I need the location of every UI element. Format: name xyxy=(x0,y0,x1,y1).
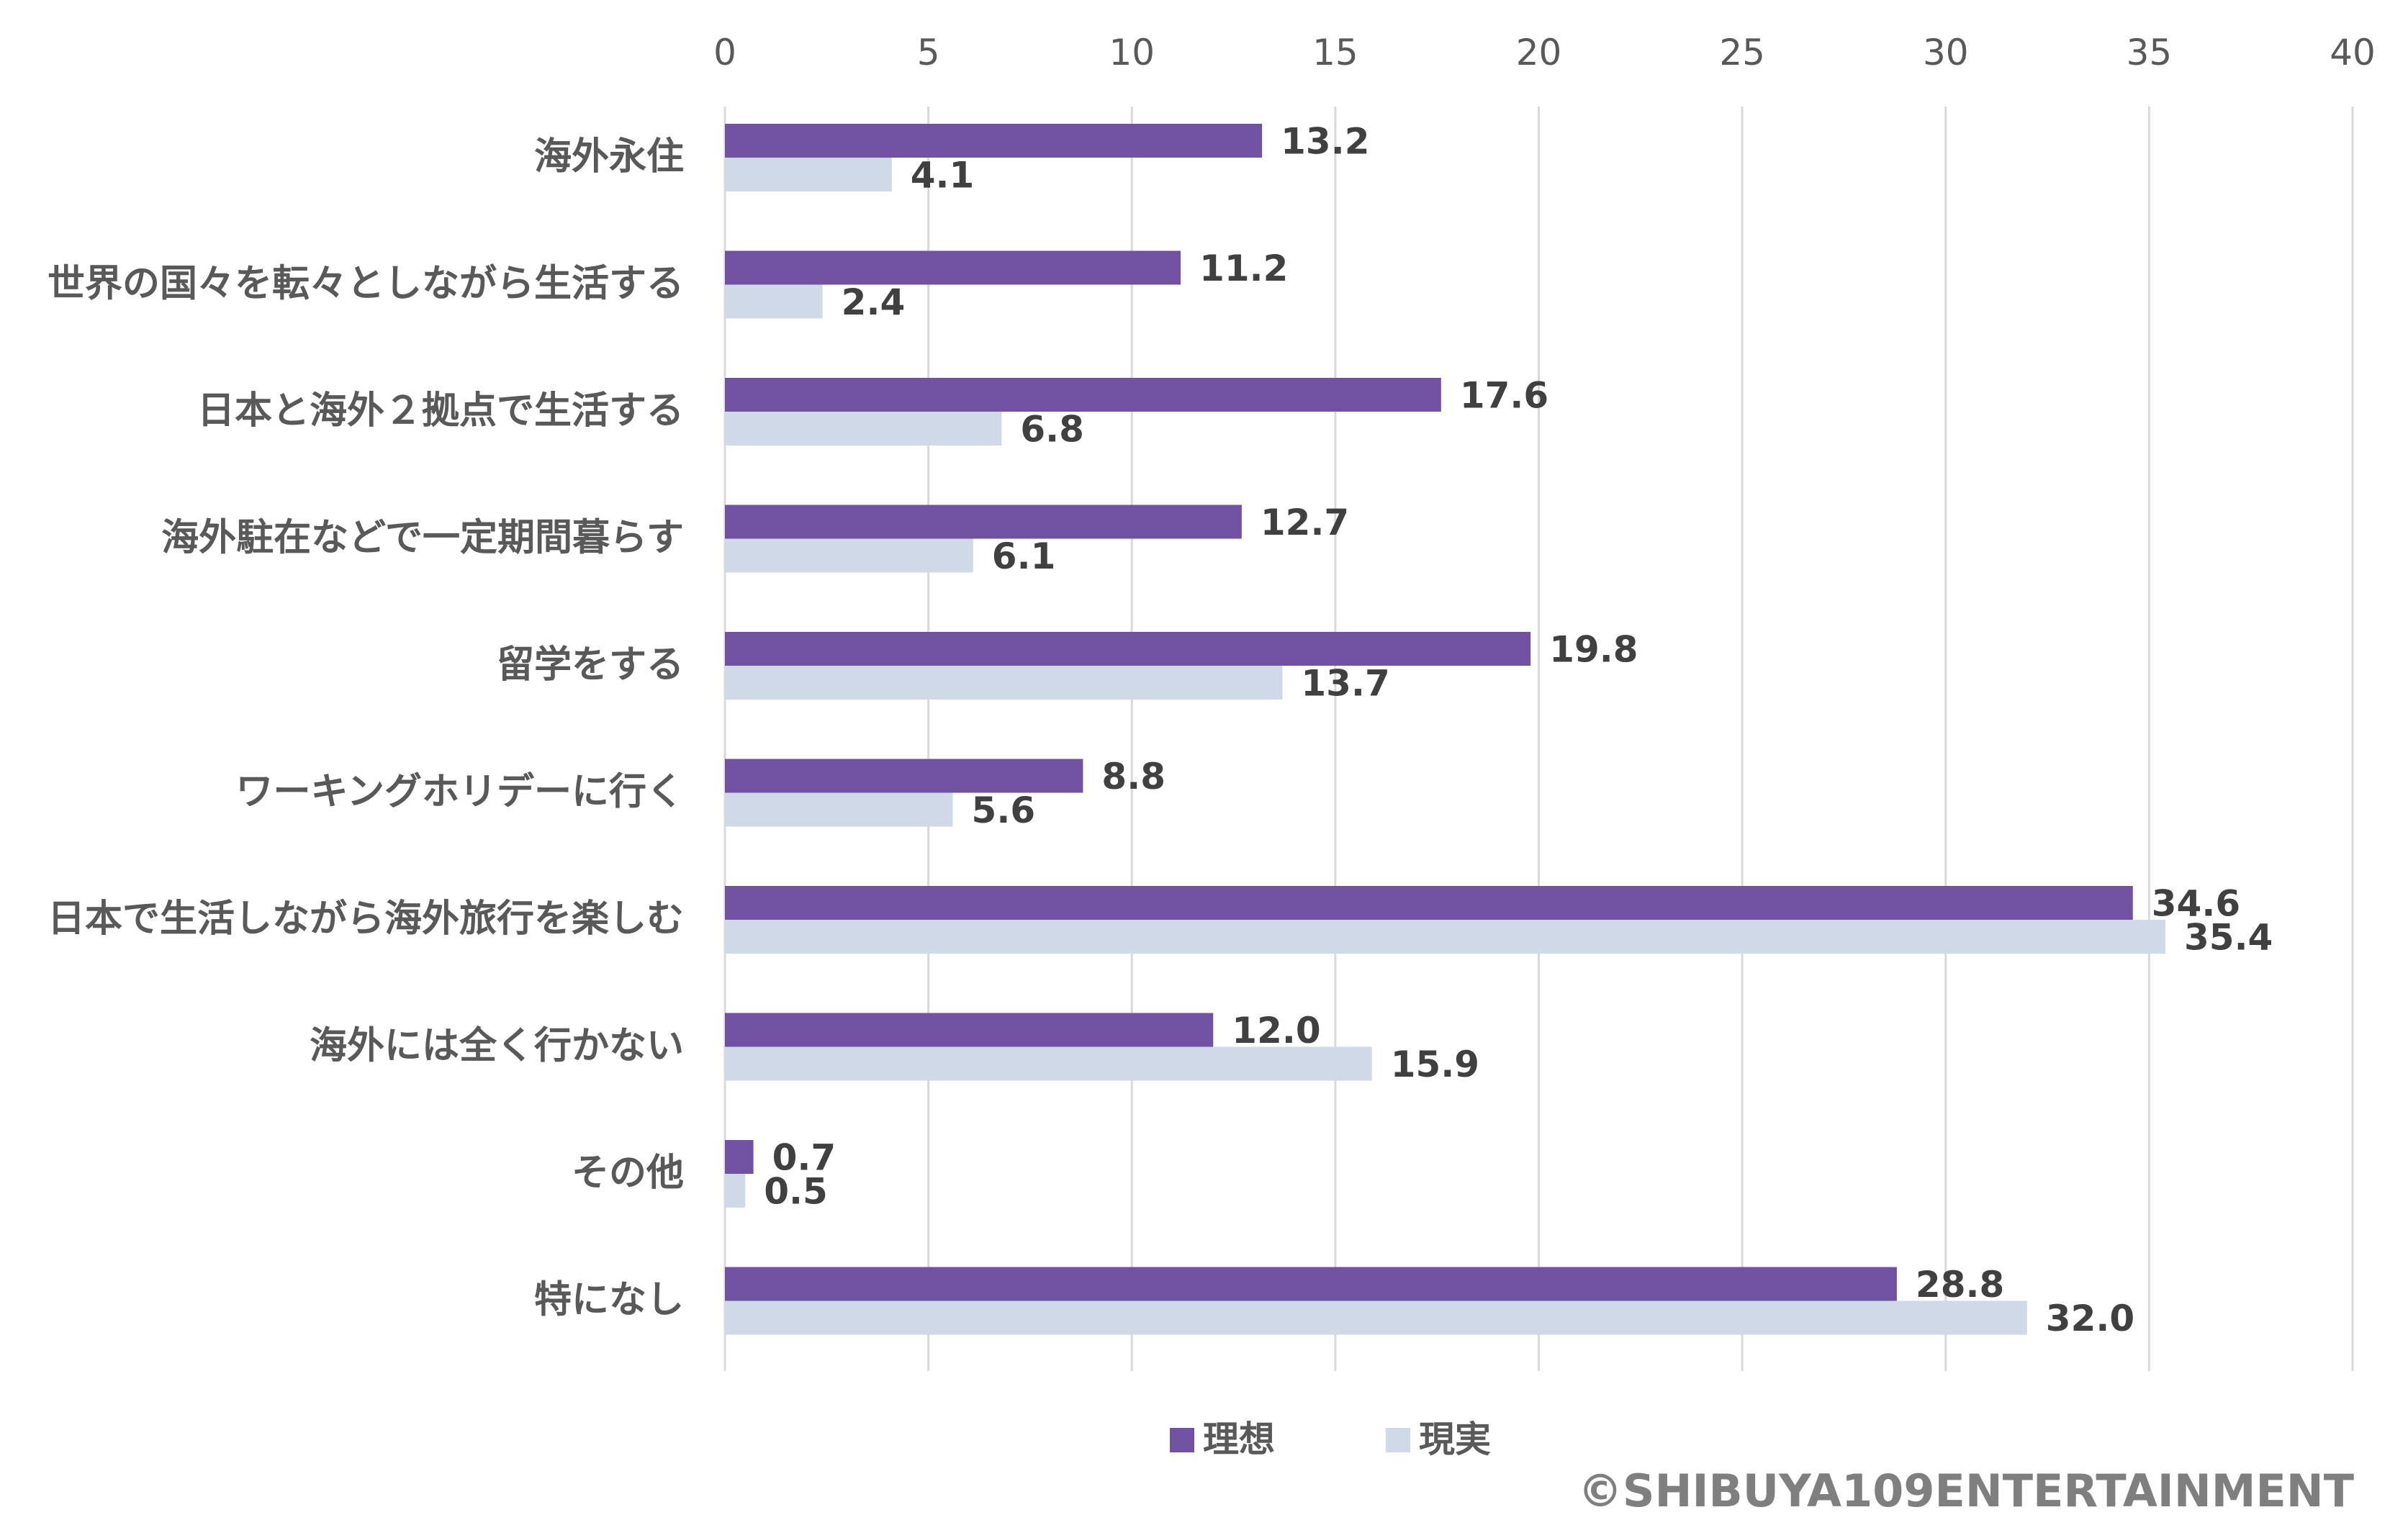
data-label-ideal: 19.8 xyxy=(1549,629,1638,671)
category-labels: 海外永住世界の国々を転々としながら生活する日本と海外２拠点で生活する海外駐在など… xyxy=(48,135,684,1322)
legend-label-reality: 現実 xyxy=(1419,1419,1491,1460)
x-tick-label: 40 xyxy=(2330,32,2376,73)
data-label-ideal: 11.2 xyxy=(1199,248,1288,289)
bar-reality xyxy=(725,1300,2027,1335)
data-label-reality: 0.5 xyxy=(764,1171,828,1213)
data-labels: 13.2 4.1 11.2 2.4 17.6 6.8 12.7 6.1 19.8 13.7 8.8 5… xyxy=(764,121,2273,1340)
bar-ideal xyxy=(725,250,1181,285)
data-label-ideal: 28.8 xyxy=(1916,1264,2004,1306)
category-label: 日本と海外２拠点で生活する xyxy=(197,389,684,433)
data-label-ideal: 17.6 xyxy=(1460,375,1548,417)
bar-ideal xyxy=(725,632,1531,666)
bars xyxy=(725,124,2165,1335)
data-label-ideal: 12.0 xyxy=(1232,1010,1320,1051)
x-tick-label: 35 xyxy=(2127,32,2173,73)
bar-reality xyxy=(725,412,1002,445)
bar-ideal xyxy=(725,759,1083,793)
data-label-reality: 4.1 xyxy=(911,155,975,196)
x-tick-label: 30 xyxy=(1923,32,1969,73)
category-label: ワーキングホリデーに行く xyxy=(236,771,684,814)
data-label-ideal: 12.7 xyxy=(1261,502,1349,543)
data-label-reality: 5.6 xyxy=(972,790,1036,831)
x-tick-label: 0 xyxy=(713,32,736,73)
bar-ideal xyxy=(725,1267,1897,1301)
bar-ideal xyxy=(725,1013,1214,1047)
bar-ideal xyxy=(725,124,1263,158)
legend-swatch-reality xyxy=(1386,1428,1410,1452)
category-label: 世界の国々を転々としながら生活する xyxy=(48,263,684,306)
data-label-reality: 15.9 xyxy=(1391,1044,1479,1085)
data-label-ideal: 0.7 xyxy=(772,1137,837,1179)
bar-reality xyxy=(725,1174,746,1208)
bar-reality xyxy=(725,284,823,319)
x-tick-label: 25 xyxy=(1719,32,1765,73)
data-label-ideal: 13.2 xyxy=(1281,121,1369,163)
category-label: 海外永住 xyxy=(534,135,684,178)
data-label-ideal: 34.6 xyxy=(2152,883,2240,925)
bar-ideal xyxy=(725,505,1242,539)
bar-reality xyxy=(725,1046,1372,1081)
data-label-reality: 13.7 xyxy=(1301,663,1389,705)
bar-ideal xyxy=(725,1140,754,1174)
x-tick-label: 5 xyxy=(917,32,940,73)
x-tick-label: 20 xyxy=(1516,32,1562,73)
data-label-reality: 6.8 xyxy=(1020,409,1084,451)
bar-reality xyxy=(725,666,1283,700)
legend-label-ideal: 理想 xyxy=(1203,1419,1275,1460)
x-axis-ticks: 0 5 10 15 20 25 30 35 40 xyxy=(713,32,2376,73)
bar-reality xyxy=(725,920,2165,954)
data-label-reality: 2.4 xyxy=(842,281,906,323)
category-label: 海外には全く行かない xyxy=(310,1025,684,1068)
x-tick-label: 15 xyxy=(1312,32,1358,73)
bar-reality xyxy=(725,158,892,191)
grid-lines xyxy=(723,107,2354,1371)
category-label: 海外駐在などで一定期間暮らす xyxy=(161,517,684,560)
category-label: 日本で生活しながら海外旅行を楽しむ xyxy=(48,897,684,941)
copyright-text: ©SHIBUYA109ENTERTAINMENT xyxy=(1578,1465,2354,1517)
legend: 理想 現実 xyxy=(1170,1419,1491,1460)
data-label-ideal: 8.8 xyxy=(1101,756,1165,797)
legend-swatch-ideal xyxy=(1170,1428,1194,1452)
x-tick-label: 10 xyxy=(1109,32,1155,73)
bar-ideal xyxy=(725,378,1441,412)
category-label: 留学をする xyxy=(497,643,684,687)
data-label-reality: 32.0 xyxy=(2046,1298,2134,1339)
bar-reality xyxy=(725,538,973,573)
category-label: 特になし xyxy=(534,1279,684,1322)
bar-ideal xyxy=(725,886,2133,920)
data-label-reality: 6.1 xyxy=(992,535,1056,577)
bar-reality xyxy=(725,792,953,827)
category-label: その他 xyxy=(572,1152,684,1195)
data-label-reality: 35.4 xyxy=(2184,917,2273,959)
